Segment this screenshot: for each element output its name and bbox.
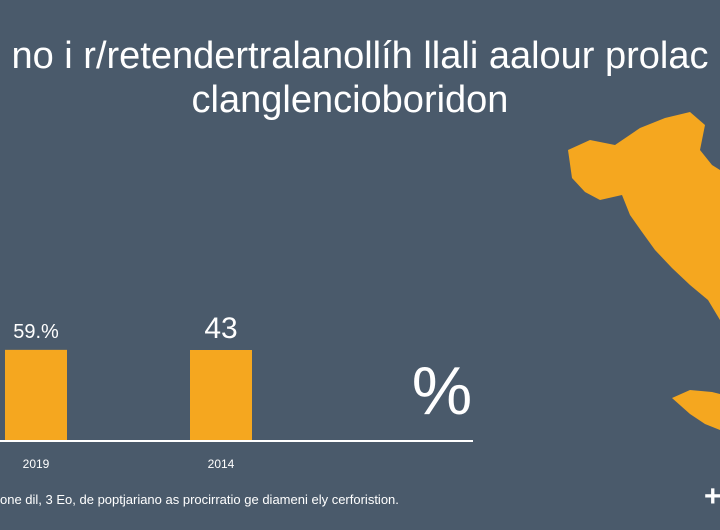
plus-icon: + [704,480,720,513]
italy-map-icon [568,112,720,430]
percent-symbol: % [412,353,472,429]
footnote-text: one dil, 3 Eo, de poptjariano as procirr… [0,492,399,507]
sicily-shape [672,390,720,430]
bars-group: 59.% 2019 43 2014 [5,312,252,471]
chart-title-line-2: clanglencioboridon [191,79,509,121]
bar-2019 [5,349,67,441]
x-tick-label-2014: 2014 [208,457,235,471]
chart-title-line-1: no i r/retendertralanollíh llali aalour … [11,35,709,77]
data-label-2014: 43 [204,312,237,345]
x-tick-label-2019: 2019 [23,457,50,471]
bar-2014 [190,350,252,441]
mainland-shape [568,112,720,320]
data-label-2019: 59.% [13,321,59,343]
